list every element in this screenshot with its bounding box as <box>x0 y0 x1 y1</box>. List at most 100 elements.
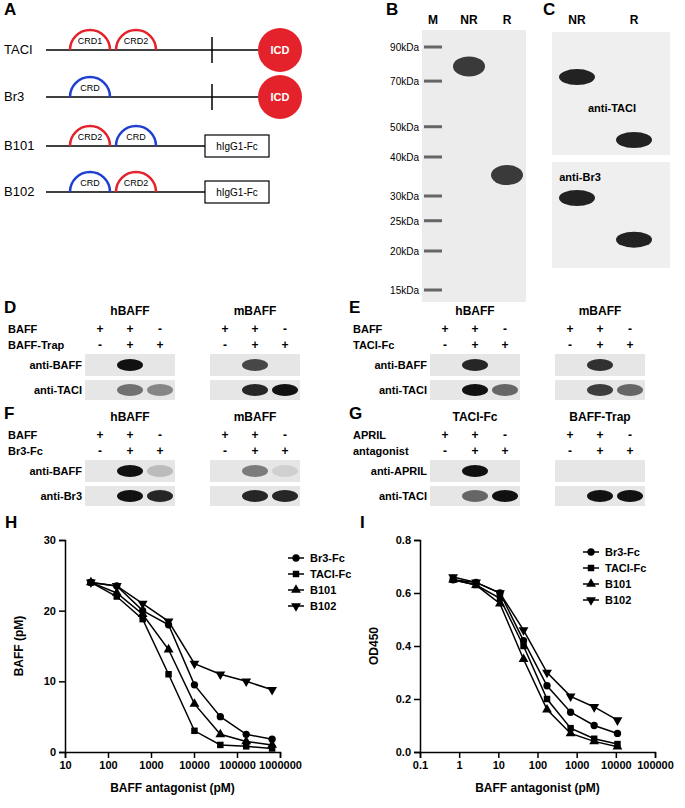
lane-label: NR <box>568 13 586 27</box>
blot-band <box>147 465 173 477</box>
blot-background <box>430 354 520 376</box>
sign: + <box>471 322 478 336</box>
tick-mark <box>459 752 461 758</box>
blot-band <box>462 359 488 371</box>
data-point <box>567 709 574 716</box>
blot-band <box>87 490 113 502</box>
y-axis-tick: 0 <box>50 746 65 758</box>
data-point <box>613 741 623 750</box>
tick-mark <box>498 752 500 758</box>
group-title: mBAFF <box>234 410 277 424</box>
sign: + <box>221 428 228 442</box>
tick-label: 100000 <box>637 759 674 771</box>
x-axis-line <box>421 753 656 759</box>
y-axis-tick: 0.2 <box>396 693 420 705</box>
data-point <box>164 618 174 627</box>
lane-label: R <box>630 13 639 27</box>
x-axis-tick: 0.1 <box>413 752 428 771</box>
blot-band <box>559 69 595 85</box>
tick-mark <box>537 752 539 758</box>
antibody-label: anti-TACI <box>588 102 636 114</box>
y-axis-title: OD450 <box>367 627 381 665</box>
blot-band <box>212 465 238 477</box>
treatment-label: antagonist <box>353 445 409 457</box>
x-axis-line <box>66 753 281 759</box>
data-point <box>448 574 458 583</box>
group-title: mBAFF <box>234 304 277 318</box>
sign: - <box>283 322 287 336</box>
sign: - <box>98 444 102 458</box>
y-axis-tick: 30 <box>44 534 65 546</box>
x-axis-tick: 100000 <box>637 752 674 771</box>
data-point <box>191 681 198 688</box>
marker-band <box>424 46 442 49</box>
legend-symbol <box>293 571 299 577</box>
crd-domain <box>70 172 110 192</box>
panel-label: G <box>349 404 362 423</box>
sign: - <box>568 338 572 352</box>
panel-f: FBAFFBr3-Fcanti-BAFFanti-Br3hBAFF++--++m… <box>4 404 300 506</box>
data-point <box>215 671 225 680</box>
panel-e: EBAFFTACI-Fcanti-BAFFanti-TACIhBAFF++--+… <box>349 298 645 400</box>
crd-domain <box>116 172 156 192</box>
marker-band <box>424 289 442 292</box>
tick-label: 0.4 <box>396 640 412 652</box>
blot-band <box>242 490 268 502</box>
y-axis-tick: 20 <box>44 605 65 617</box>
blot-background <box>430 460 520 482</box>
sign: + <box>566 322 573 336</box>
blot-band <box>616 132 652 148</box>
legend-label: Br3-Fc <box>310 552 345 564</box>
blot-band <box>557 490 583 502</box>
sign: - <box>223 338 227 352</box>
data-point <box>164 644 174 653</box>
data-point <box>138 609 148 618</box>
x-axis-title: BAFF antagonist (pM) <box>110 781 235 795</box>
fc-label: hIgG1-Fc <box>216 187 258 198</box>
blot-background <box>555 486 645 506</box>
tick-mark <box>108 752 110 758</box>
data-point <box>241 678 251 687</box>
data-point <box>190 698 200 707</box>
blot-band <box>617 384 643 396</box>
group-title: hBAFF <box>110 304 149 318</box>
blot-band <box>492 359 518 371</box>
sign: - <box>283 428 287 442</box>
blot-band <box>212 384 238 396</box>
blot-band <box>557 465 583 477</box>
y-axis-line <box>414 541 421 753</box>
sign: + <box>281 338 288 352</box>
crd-label: CRD2 <box>124 36 149 46</box>
data-point <box>138 601 148 610</box>
gel-band <box>491 165 523 185</box>
antibody-label: anti-BAFF <box>29 359 82 371</box>
marker-label: 30kDa <box>390 191 419 202</box>
sign: - <box>503 322 507 336</box>
y-axis: 0102030 <box>44 534 66 758</box>
data-point <box>543 682 550 689</box>
blot-band <box>492 384 518 396</box>
panel-b: BMNRR90kDa70kDa50kDa40kDa30kDa25kDa20kDa… <box>386 0 526 302</box>
marker-band <box>424 194 442 197</box>
legend-label: B102 <box>310 600 336 612</box>
tick-mark <box>414 699 420 701</box>
blot-band <box>272 490 298 502</box>
tick-mark <box>59 752 65 754</box>
icd-label: ICD <box>271 44 290 56</box>
treatment-label: BAFF <box>8 429 38 441</box>
legend-label: Br3-Fc <box>605 546 640 558</box>
blot-background <box>85 460 175 482</box>
antibody-label: anti-TACI <box>379 384 427 396</box>
x-axis-tick: 1000 <box>139 752 163 771</box>
y-axis-tick: 0.8 <box>396 534 420 546</box>
panel-label: H <box>5 513 17 532</box>
sign: - <box>98 338 102 352</box>
panel-label: D <box>4 298 16 317</box>
sign: + <box>566 428 573 442</box>
sign: + <box>126 428 133 442</box>
legend-label: TACI-Fc <box>310 568 351 580</box>
marker-label: 20kDa <box>390 246 419 257</box>
sign: + <box>441 322 448 336</box>
marker-label: 40kDa <box>390 152 419 163</box>
sign: - <box>628 322 632 336</box>
